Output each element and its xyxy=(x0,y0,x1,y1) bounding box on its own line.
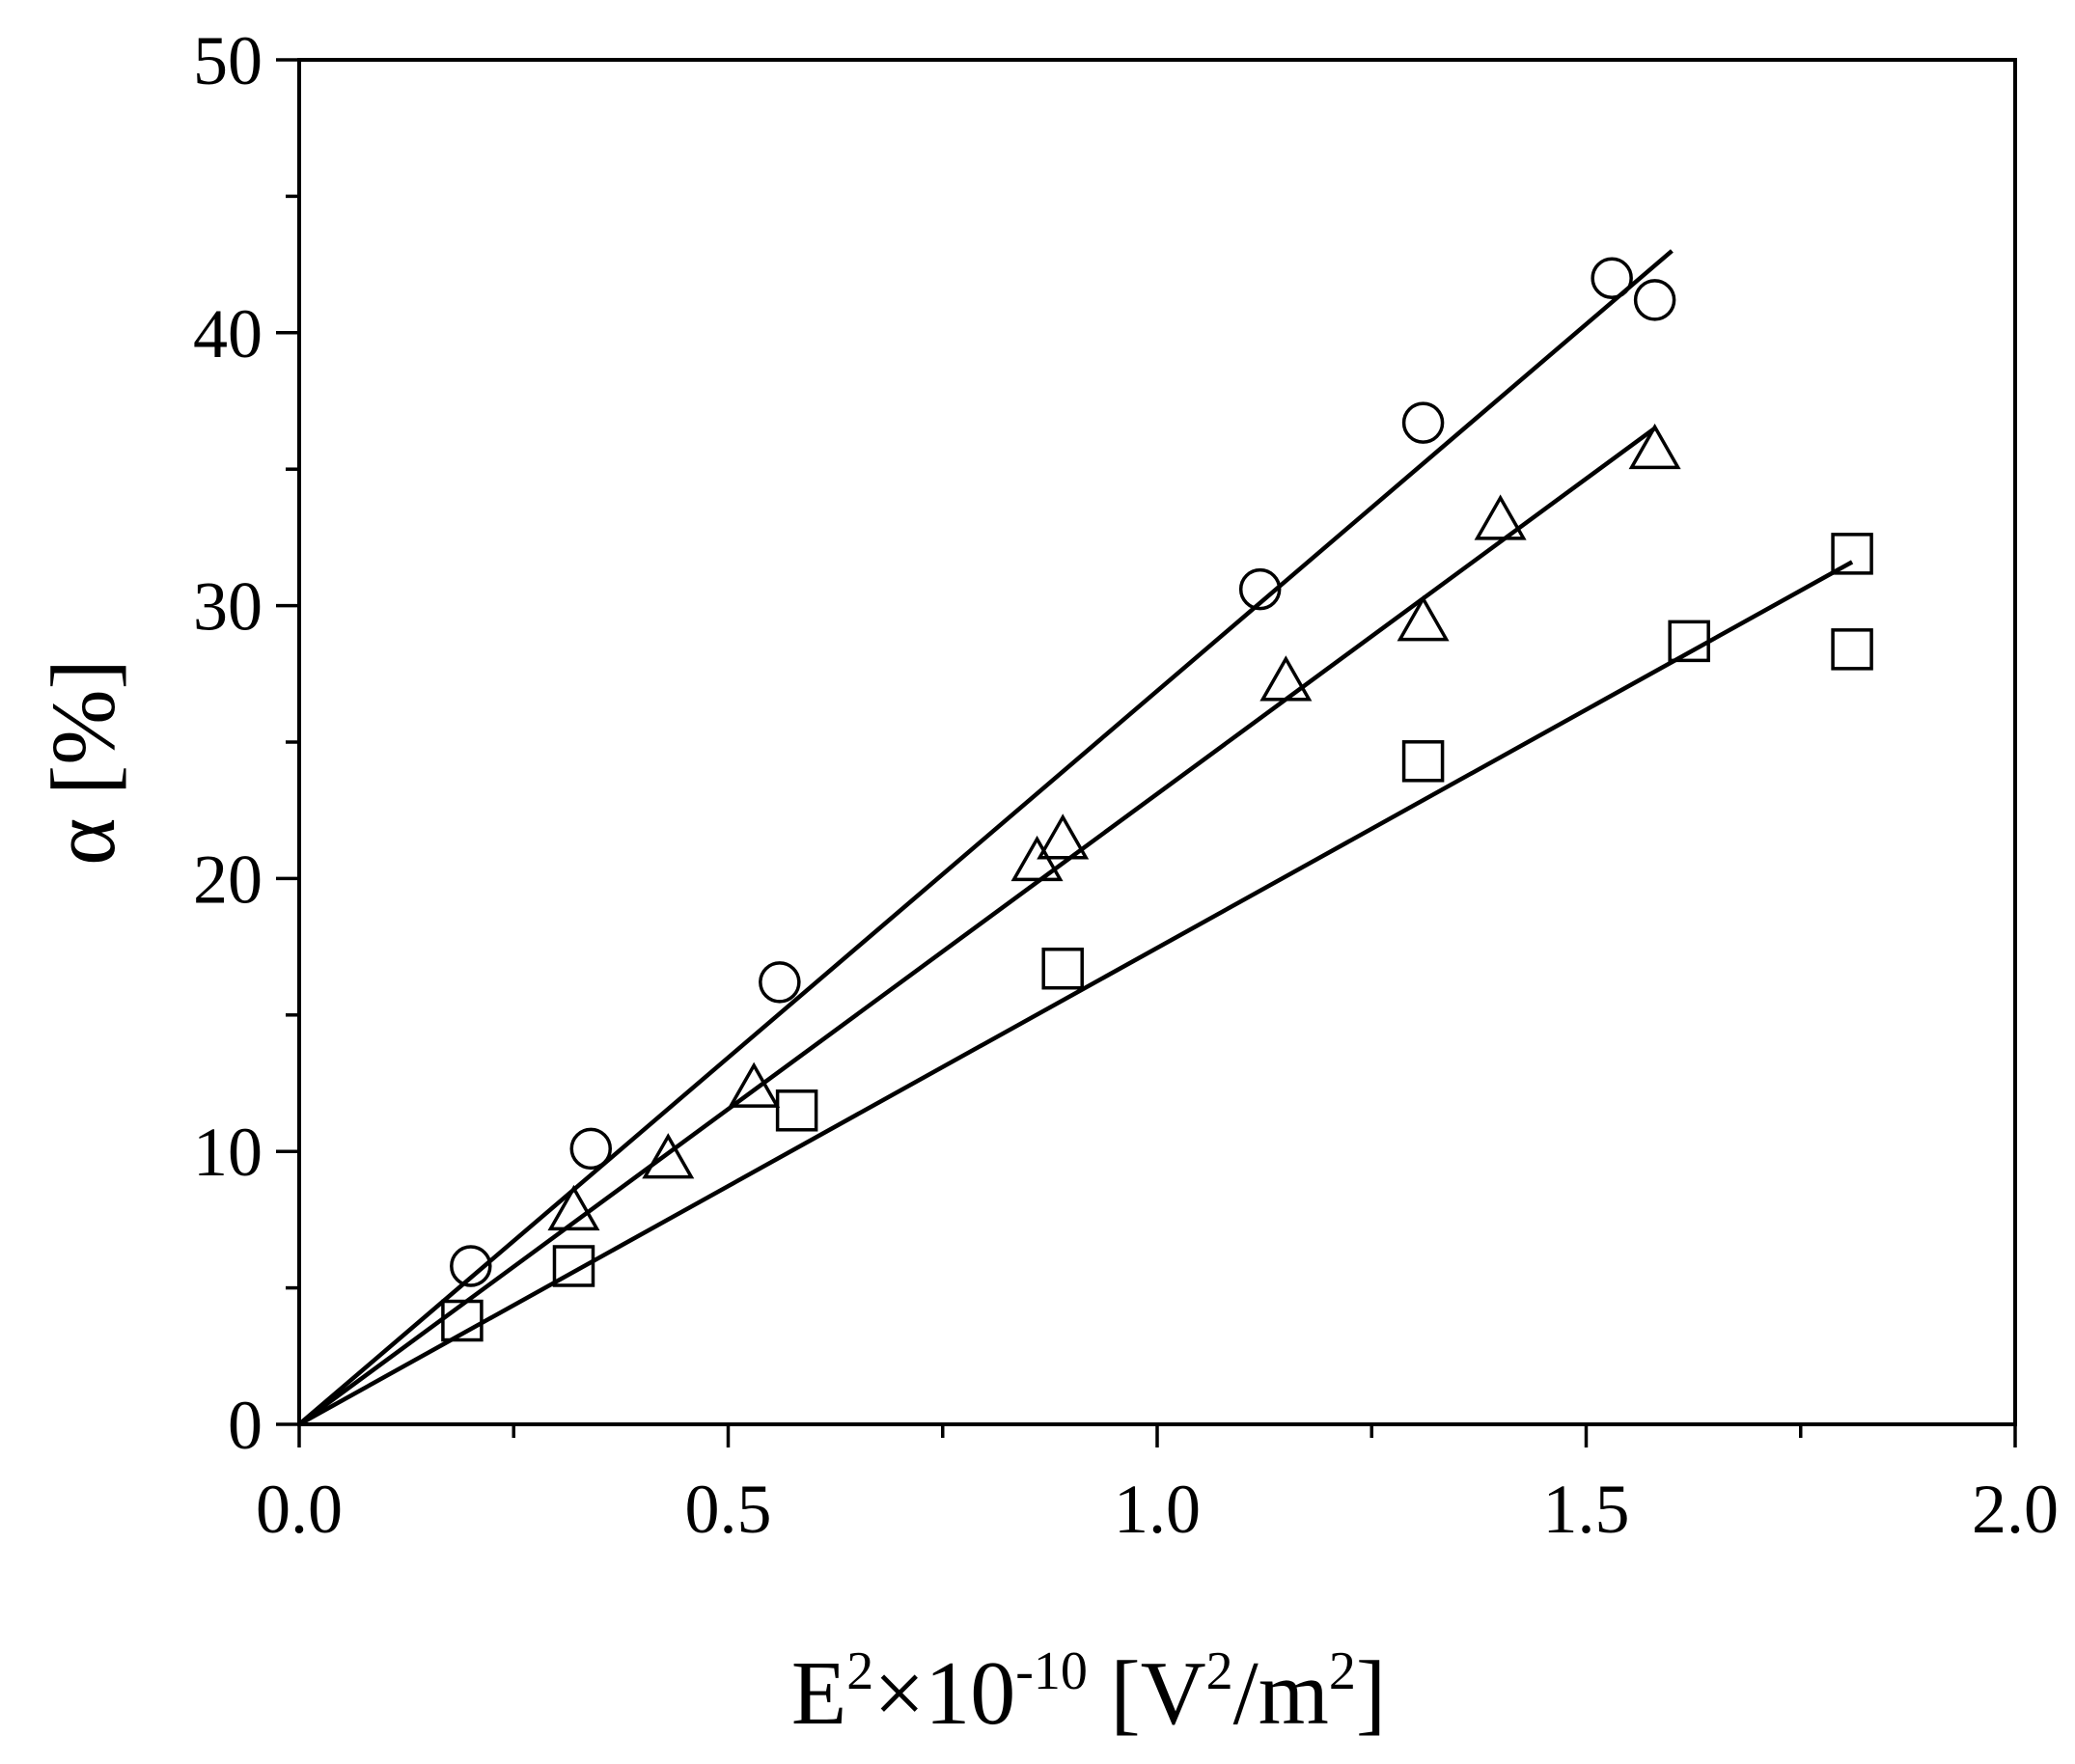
y-tick-label: 30 xyxy=(193,568,263,646)
square-point-2 xyxy=(552,1245,595,1287)
x-tick-label: 1.0 xyxy=(1114,1471,1201,1548)
fit-line-circle xyxy=(297,249,1674,1426)
circle-point-3 xyxy=(759,961,801,1004)
x-axis-title-base: E xyxy=(791,1643,846,1744)
x-axis-title: E2×10-10 [V2/m2] xyxy=(791,1641,1386,1744)
x-axis-title-mult: × xyxy=(873,1643,925,1744)
triangle-point-1 xyxy=(547,1184,600,1231)
square-point-7 xyxy=(1831,533,1873,575)
circle-point-7 xyxy=(1633,279,1676,321)
triangle-point-5 xyxy=(1037,813,1090,860)
x-axis-title-power-sup: -10 xyxy=(1015,1641,1088,1701)
square-point-6 xyxy=(1668,620,1710,663)
square-point-1 xyxy=(441,1299,484,1342)
x-axis-title-unit-sup1: 2 xyxy=(1206,1641,1233,1701)
triangle-point-8 xyxy=(1474,494,1527,540)
triangle-point-2 xyxy=(642,1133,695,1179)
circle-point-4 xyxy=(1238,567,1282,611)
x-tick-label: 0.5 xyxy=(685,1471,772,1548)
triangle-point-9 xyxy=(1628,423,1681,470)
triangle-point-7 xyxy=(1397,595,1450,642)
x-axis-title-unit-mid: /m xyxy=(1233,1643,1329,1744)
y-tick-label: 50 xyxy=(193,22,263,99)
y-tick-label: 20 xyxy=(193,841,263,918)
x-tick-label: 1.5 xyxy=(1543,1471,1630,1548)
axes: 0.0 0.5 1.0 1.5 2.0 0 10 20 30 40 50 xyxy=(193,22,2059,1548)
x-axis-title-power: 10 xyxy=(925,1643,1015,1744)
x-tick-label: 0.0 xyxy=(256,1471,343,1548)
square-point-8 xyxy=(1831,628,1873,671)
x-axis-title-unit-close: ] xyxy=(1356,1643,1386,1744)
x-tick-label: 2.0 xyxy=(1972,1471,2059,1548)
plot-area xyxy=(297,249,1854,1426)
y-tick-label: 0 xyxy=(228,1387,263,1464)
circle-point-1 xyxy=(450,1245,492,1287)
square-point-4 xyxy=(1041,947,1084,990)
y-axis-title: α [%] xyxy=(34,659,134,866)
circle-point-5 xyxy=(1401,401,1445,444)
y-tick-label: 40 xyxy=(193,295,263,372)
y-tick-label: 10 xyxy=(193,1114,263,1191)
fit-line-triangle xyxy=(297,426,1656,1426)
fit-line-square xyxy=(297,560,1854,1426)
x-axis-title-unit-sup2: 2 xyxy=(1329,1641,1356,1701)
square-point-3 xyxy=(775,1089,818,1132)
circle-point-6 xyxy=(1591,257,1633,299)
x-axis-title-base-sup: 2 xyxy=(846,1641,873,1701)
triangle-point-3 xyxy=(728,1061,781,1108)
x-axis-title-unit-open: [V xyxy=(1088,1643,1206,1744)
square-point-5 xyxy=(1401,740,1445,783)
data-marks xyxy=(441,257,1873,1342)
triangle-point-6 xyxy=(1259,655,1313,702)
circle-point-2 xyxy=(569,1127,613,1171)
